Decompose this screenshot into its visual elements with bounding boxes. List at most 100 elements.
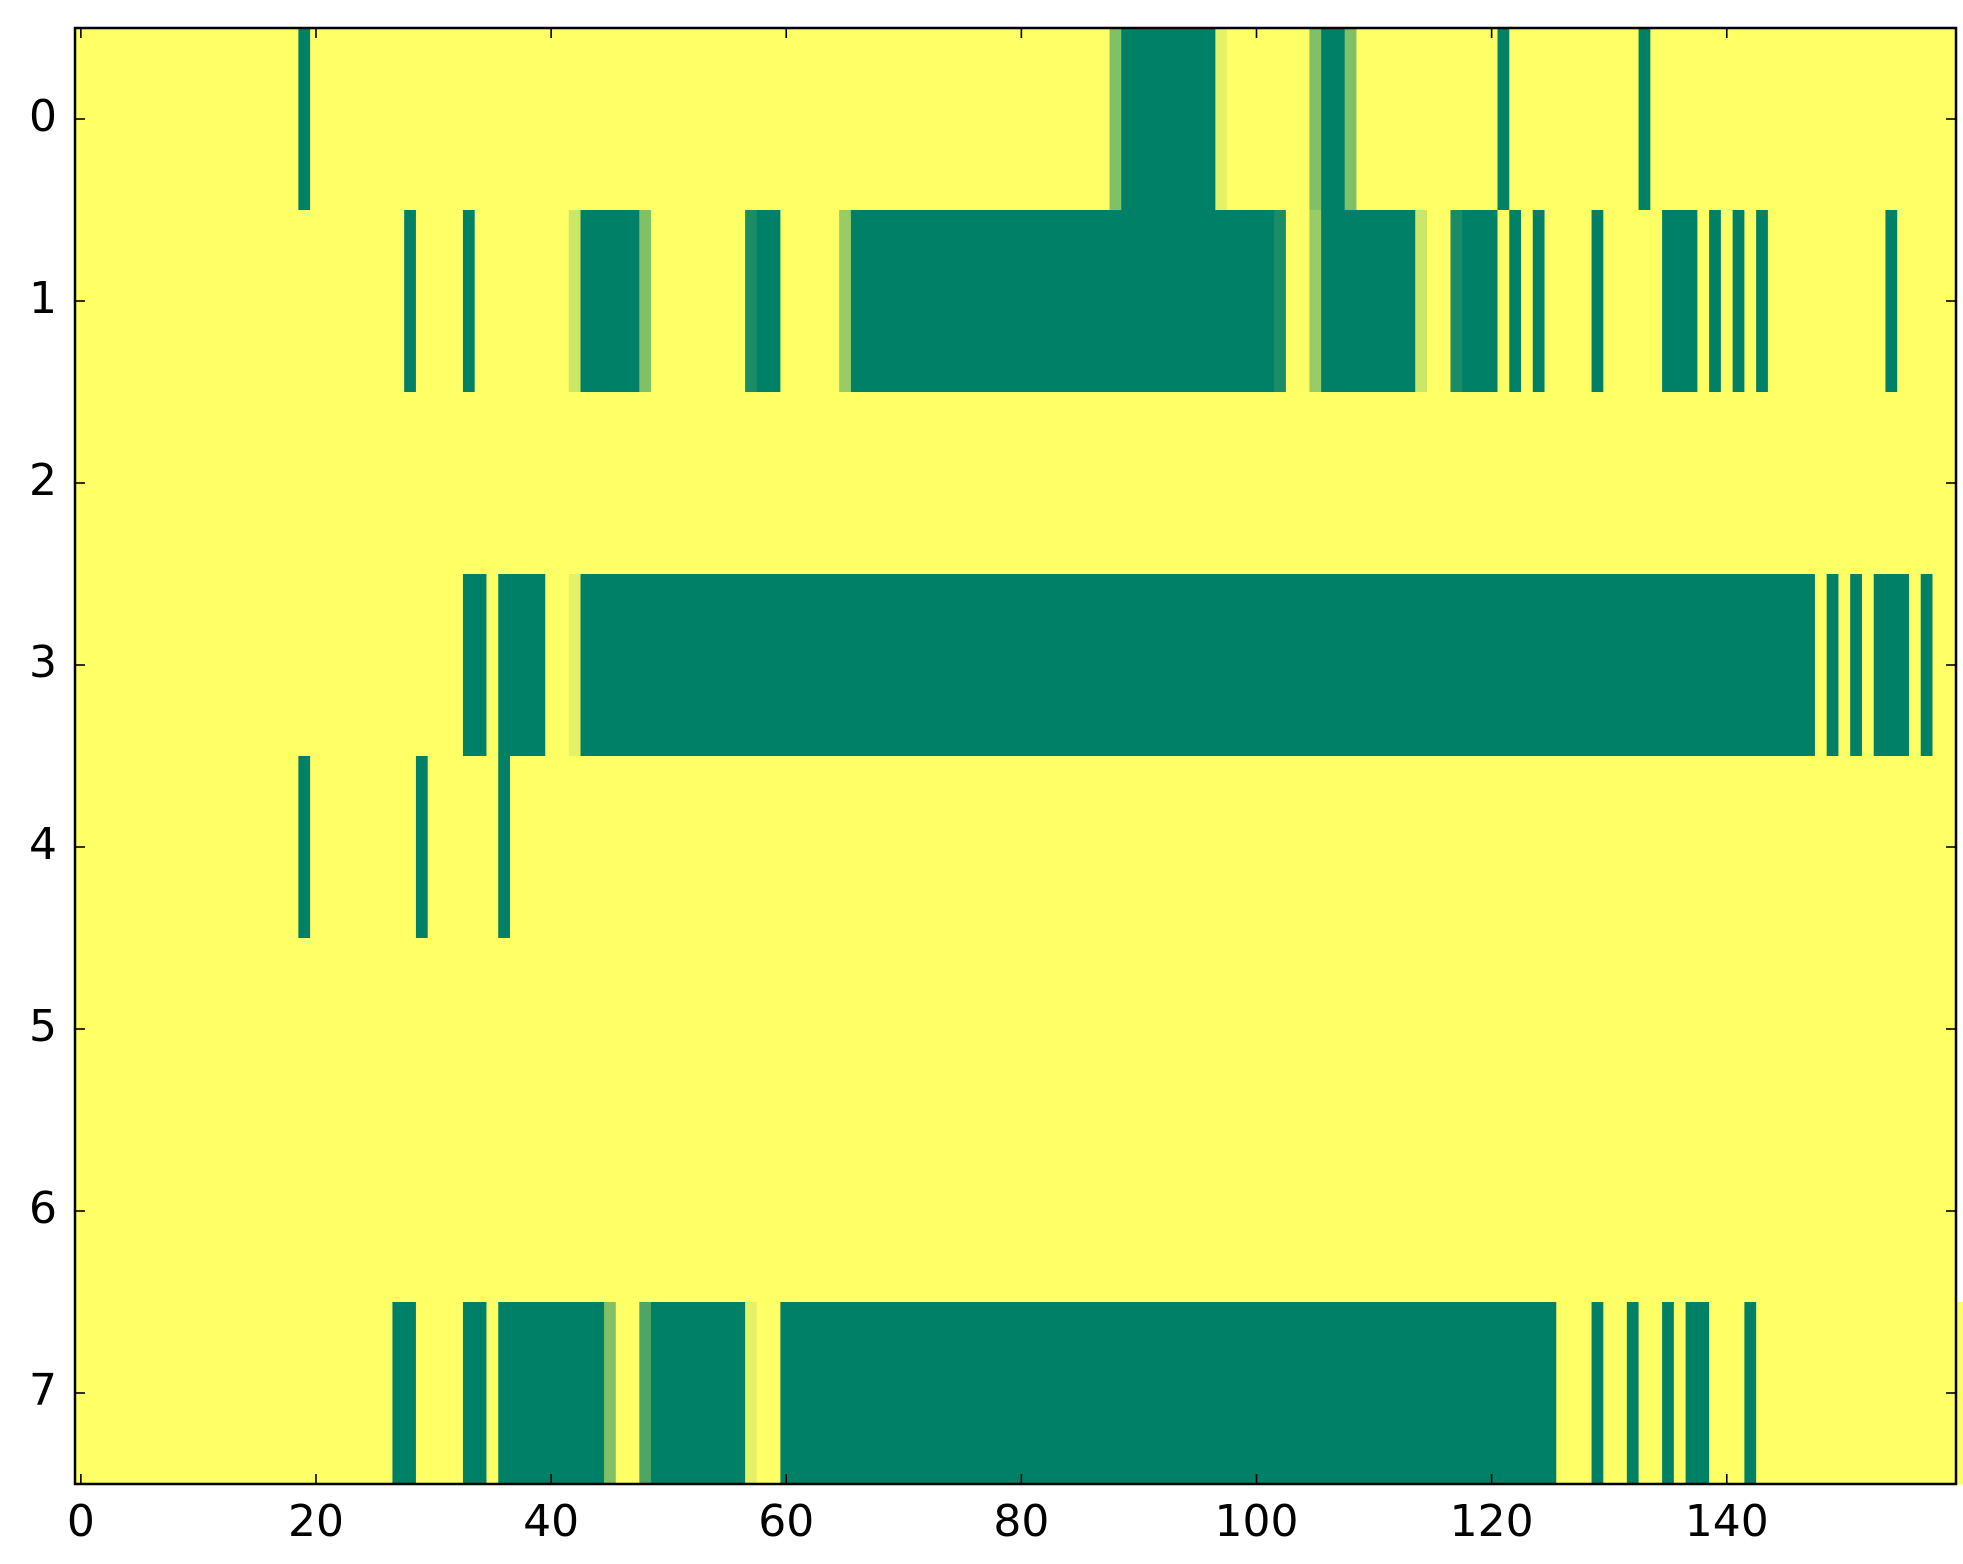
cell	[345, 938, 358, 1121]
cell	[357, 28, 370, 211]
cell	[662, 392, 676, 575]
cell	[321, 1120, 335, 1303]
cell	[1215, 1302, 1228, 1485]
cell	[1532, 1302, 1546, 1485]
cell	[1779, 210, 1793, 393]
cell	[1685, 392, 1698, 575]
cell	[1015, 1120, 1028, 1303]
cell	[674, 1302, 687, 1485]
cell	[239, 392, 252, 575]
cell	[321, 392, 335, 575]
cell	[333, 1120, 346, 1303]
cell	[780, 574, 793, 757]
cell	[216, 1120, 229, 1303]
cell	[1156, 574, 1169, 757]
cell	[604, 1120, 617, 1303]
cell	[980, 28, 993, 211]
cell	[1297, 1302, 1311, 1485]
cell	[1908, 210, 1922, 393]
cell	[1826, 938, 1840, 1121]
cell	[1732, 938, 1745, 1121]
cell	[968, 1120, 981, 1303]
cell	[1391, 28, 1405, 211]
cell	[86, 28, 100, 211]
cell	[1356, 210, 1369, 393]
cell	[1462, 1120, 1475, 1303]
cell	[592, 28, 605, 211]
cell	[227, 574, 241, 757]
cell	[1144, 938, 1158, 1121]
cell	[486, 574, 499, 757]
cell	[216, 938, 229, 1121]
cell	[850, 756, 864, 939]
cell	[1415, 1120, 1428, 1303]
cell	[122, 1120, 135, 1303]
cell	[145, 1302, 158, 1485]
cell	[310, 574, 323, 757]
cell	[1744, 1120, 1757, 1303]
cell	[1826, 1120, 1840, 1303]
cell	[110, 210, 123, 393]
cell	[298, 28, 311, 211]
cell	[968, 1302, 981, 1485]
cell	[1015, 392, 1028, 575]
cell	[1180, 28, 1193, 211]
cell	[1850, 28, 1863, 211]
cell	[1544, 574, 1557, 757]
cell	[263, 938, 276, 1121]
cell	[1121, 1302, 1134, 1485]
cell	[1027, 938, 1040, 1121]
cell	[1932, 574, 1945, 757]
cell	[980, 210, 993, 393]
cell	[944, 1120, 958, 1303]
cell	[1709, 392, 1722, 575]
cell	[1473, 1120, 1487, 1303]
cell	[768, 574, 781, 757]
cell	[1050, 756, 1064, 939]
cell	[991, 938, 1005, 1121]
cell	[615, 210, 629, 393]
cell	[1756, 1120, 1769, 1303]
cell	[1156, 392, 1169, 575]
cell	[521, 392, 535, 575]
cell	[827, 1120, 840, 1303]
cell	[427, 938, 441, 1121]
cell	[1062, 574, 1075, 757]
cell	[1238, 210, 1252, 393]
cell	[169, 210, 182, 393]
x-tick-label: 40	[523, 1496, 579, 1547]
cell	[1791, 392, 1804, 575]
cell	[815, 28, 828, 211]
cell	[1180, 1120, 1193, 1303]
cell	[286, 392, 299, 575]
cell	[815, 938, 828, 1121]
cell	[1086, 1302, 1099, 1485]
cell	[169, 1302, 182, 1485]
cell	[1238, 938, 1252, 1121]
cell	[1191, 1120, 1205, 1303]
cell	[274, 1302, 288, 1485]
cell	[1003, 574, 1017, 757]
cell	[1767, 1120, 1781, 1303]
cell	[1297, 1120, 1311, 1303]
cell	[909, 28, 923, 211]
cell	[1897, 756, 1910, 939]
cell	[486, 392, 499, 575]
cell	[1039, 1302, 1052, 1485]
cell	[1450, 392, 1463, 575]
cell	[404, 574, 417, 757]
cell	[1462, 392, 1475, 575]
cell	[545, 574, 558, 757]
cell	[1144, 756, 1158, 939]
cell	[909, 1302, 923, 1485]
cell	[1662, 1120, 1675, 1303]
cell	[263, 574, 276, 757]
cell	[1662, 392, 1675, 575]
cell	[1838, 574, 1851, 757]
cell	[921, 28, 934, 211]
cell	[1803, 28, 1816, 211]
cell	[1509, 938, 1522, 1121]
cell	[580, 1302, 593, 1485]
cell	[1168, 28, 1181, 211]
cell	[1438, 756, 1452, 939]
